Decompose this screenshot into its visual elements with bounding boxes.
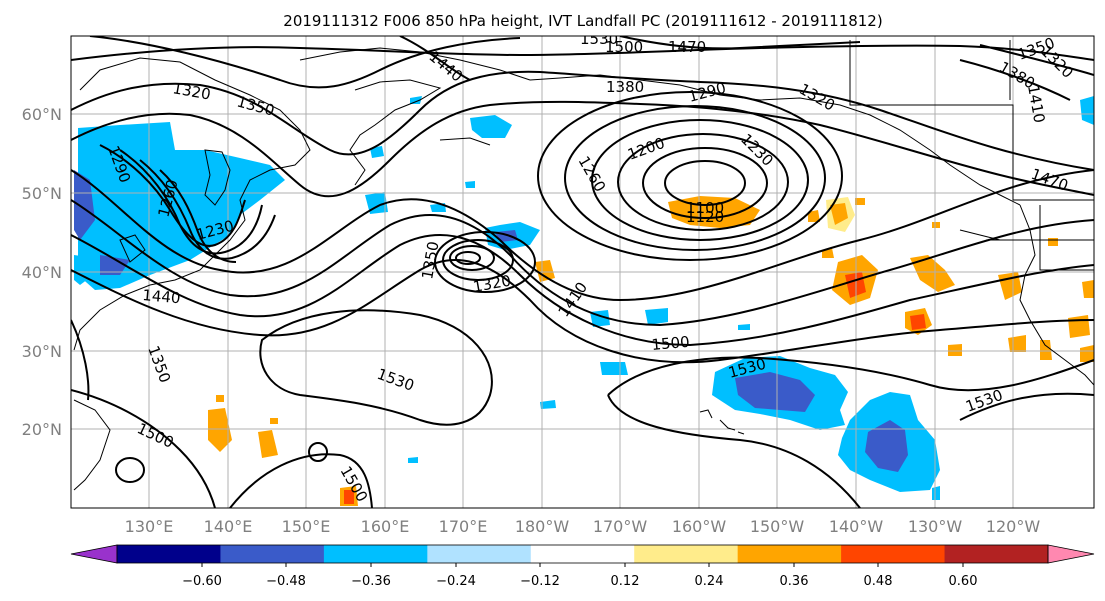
map-title: 2019111312 F006 850 hPa height, IVT Land… xyxy=(283,12,882,30)
colorbar-tick-label: −0.12 xyxy=(520,574,560,589)
contour-label: 1500 xyxy=(651,333,691,354)
latitude-labels: 60°N 50°N 40°N 30°N 20°N xyxy=(22,105,62,439)
colorbar-segment xyxy=(117,545,221,563)
colorbar-segment xyxy=(841,545,946,563)
colorbar-tick-label: 0.60 xyxy=(949,574,978,589)
contour-label: 1500 xyxy=(605,38,643,56)
graticule xyxy=(71,36,1094,508)
lon-label: 130°E xyxy=(125,517,174,536)
colorbar-segment xyxy=(530,545,635,563)
lon-label: 120°W xyxy=(986,517,1041,536)
lon-label: 140°W xyxy=(829,517,884,536)
lat-label: 20°N xyxy=(22,420,62,439)
map-frame xyxy=(70,35,1095,509)
colorbar-tick-label: −0.24 xyxy=(436,574,476,589)
colorbar-tick-label: 0.48 xyxy=(864,574,893,589)
lon-label: 170°E xyxy=(439,517,488,536)
lon-label: 160°W xyxy=(672,517,727,536)
lat-label: 60°N xyxy=(22,105,62,124)
colorbar-segment xyxy=(634,545,739,563)
colorbar-tick-label: 0.36 xyxy=(780,574,809,589)
colorbar-segment xyxy=(220,545,325,563)
colorbar-extend-high xyxy=(1047,544,1095,564)
map-panel: 1530 1500 1470 1440 1380 1350 1320 1290 … xyxy=(71,30,1094,508)
lon-label: 180°W xyxy=(515,517,570,536)
lon-label: 160°E xyxy=(361,517,410,536)
longitude-labels: 130°E 140°E 150°E 160°E 170°E 180°W 170°… xyxy=(125,517,1041,536)
contour-label: 1100 xyxy=(686,199,724,217)
lon-label: 150°E xyxy=(282,517,331,536)
colorbar-extend-low xyxy=(70,544,118,564)
lat-label: 30°N xyxy=(22,342,62,361)
colorbar-segment xyxy=(427,545,532,563)
colorbar-segment xyxy=(737,545,842,563)
contour-label: 1470 xyxy=(668,38,706,56)
colorbar-tick-label: −0.48 xyxy=(266,574,306,589)
colorbar xyxy=(70,544,1095,567)
colorbar-frame xyxy=(116,544,1049,564)
lat-label: 50°N xyxy=(22,184,62,203)
lon-label: 140°E xyxy=(204,517,253,536)
colorbar-tick-label: −0.36 xyxy=(351,574,391,589)
lon-label: 150°W xyxy=(750,517,805,536)
colorbar-segment xyxy=(323,545,428,563)
contour-label: 1380 xyxy=(606,78,644,96)
lon-label: 170°W xyxy=(593,517,648,536)
lon-label: 130°W xyxy=(908,517,963,536)
colorbar-tick-label: −0.60 xyxy=(182,574,222,589)
contour-label: 1530 xyxy=(580,30,618,48)
contour-label: 1120 xyxy=(686,208,724,226)
colorbar-segment xyxy=(944,545,1049,563)
lat-label: 40°N xyxy=(22,263,62,282)
height-contours xyxy=(71,36,1094,508)
colorbar-ticks: −0.60 −0.48 −0.36 −0.24 −0.12 0.12 0.24 … xyxy=(182,574,977,589)
contour-label: 1440 xyxy=(142,286,182,307)
colorbar-tick-label: 0.12 xyxy=(611,574,640,589)
colorbar-tick-label: 0.24 xyxy=(695,574,724,589)
